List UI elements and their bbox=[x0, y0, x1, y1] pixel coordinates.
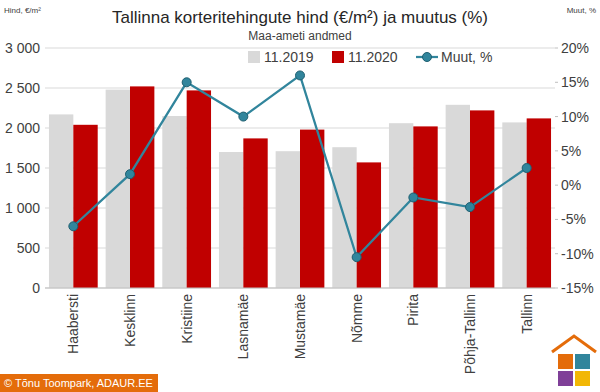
logo-piece bbox=[575, 371, 590, 386]
y2-tick bbox=[555, 48, 558, 49]
legend-swatch bbox=[248, 51, 260, 63]
y2-tick bbox=[555, 253, 558, 254]
subtitle: Maa-ameti andmed bbox=[248, 29, 351, 43]
grid-line bbox=[45, 288, 555, 289]
x-tick-label: Lasnamäe bbox=[235, 294, 251, 360]
x-tick-label: Pirita bbox=[405, 294, 421, 326]
y-tick-label: 2 000 bbox=[5, 120, 40, 136]
bar bbox=[276, 151, 300, 288]
legend-label: Muut, % bbox=[441, 49, 492, 65]
bar bbox=[162, 116, 186, 288]
line-marker bbox=[522, 164, 531, 173]
y2-tick-label: 10% bbox=[561, 109, 589, 125]
y2-axis-label: Muut, % bbox=[567, 6, 596, 15]
x-tick-label: Mustamäe bbox=[292, 294, 308, 360]
chart-svg: Tallinna korteritehingute hind (€/m²) ja… bbox=[0, 0, 600, 392]
legend-swatch bbox=[332, 51, 344, 63]
grid-line bbox=[45, 88, 555, 89]
legend: 11.2019 11.2020 Muut, % bbox=[248, 49, 492, 65]
y2-tick bbox=[555, 288, 558, 289]
y-tick-label: 3 000 bbox=[5, 40, 40, 56]
line-marker bbox=[296, 71, 305, 80]
bar bbox=[527, 118, 551, 288]
plot-area bbox=[49, 71, 551, 288]
bar bbox=[413, 126, 437, 288]
y2-tick-label: 15% bbox=[561, 74, 589, 90]
legend-label: 11.2020 bbox=[348, 49, 398, 65]
y2-tick bbox=[555, 185, 558, 186]
legend-swatch-marker bbox=[423, 53, 432, 62]
x-tick-label: Tallinn bbox=[519, 294, 535, 334]
line-marker bbox=[239, 112, 248, 121]
logo bbox=[552, 336, 596, 386]
line-marker bbox=[182, 78, 191, 87]
bar bbox=[106, 90, 130, 288]
line-marker bbox=[352, 253, 361, 262]
bar bbox=[502, 122, 526, 288]
title: Tallinna korteritehingute hind (€/m²) ja… bbox=[112, 8, 488, 27]
line-marker bbox=[466, 203, 475, 212]
line-marker bbox=[409, 193, 418, 202]
bar bbox=[357, 162, 381, 288]
y2-tick-label: -5% bbox=[561, 211, 586, 227]
logo-piece bbox=[558, 354, 573, 369]
logo-roof bbox=[552, 336, 596, 352]
y2-tick-label: 5% bbox=[561, 143, 581, 159]
y-tick-label: 500 bbox=[17, 240, 41, 256]
x-tick-label: Kristiine bbox=[179, 294, 195, 344]
y-tick-label: 2 500 bbox=[5, 80, 40, 96]
line bbox=[73, 75, 526, 257]
line-marker bbox=[69, 222, 78, 231]
chart-container: Tallinna korteritehingute hind (€/m²) ja… bbox=[0, 0, 600, 392]
logo-piece bbox=[558, 371, 573, 386]
bar bbox=[300, 130, 324, 288]
y2-tick bbox=[555, 82, 558, 83]
bar bbox=[389, 123, 413, 288]
y-tick-label: 1 000 bbox=[5, 200, 40, 216]
x-tick-label: Põhja-Tallinn bbox=[462, 294, 478, 374]
credit: © Tõnu Toompark, ADAUR.EE bbox=[4, 377, 153, 389]
y2-tick-label: -10% bbox=[561, 246, 594, 262]
x-tick-label: Kesklinn bbox=[122, 294, 138, 347]
x-axis bbox=[45, 288, 555, 289]
bar bbox=[49, 114, 73, 288]
y2-tick-label: 20% bbox=[561, 40, 589, 56]
bar bbox=[446, 105, 470, 288]
y2-tick-label: 0% bbox=[561, 177, 581, 193]
y2-tick bbox=[555, 219, 558, 220]
credit-background bbox=[0, 374, 158, 392]
bar bbox=[243, 138, 267, 288]
line-marker bbox=[126, 170, 135, 179]
x-tick-label: Nõmme bbox=[349, 294, 365, 343]
legend-label: 11.2019 bbox=[264, 49, 314, 65]
x-tick-label: Haabersti bbox=[65, 294, 81, 354]
y-tick-label: 1 500 bbox=[5, 160, 40, 176]
y2-tick-label: -15% bbox=[561, 280, 594, 296]
grid bbox=[45, 48, 555, 288]
y-axis-label: Hind, €/m² bbox=[4, 6, 41, 15]
y2-tick bbox=[555, 150, 558, 151]
bar bbox=[130, 86, 154, 288]
y2-tick bbox=[555, 116, 558, 117]
bar bbox=[187, 90, 211, 288]
y-tick-label: 0 bbox=[32, 280, 40, 296]
logo-piece bbox=[575, 354, 590, 369]
bar bbox=[219, 152, 243, 288]
